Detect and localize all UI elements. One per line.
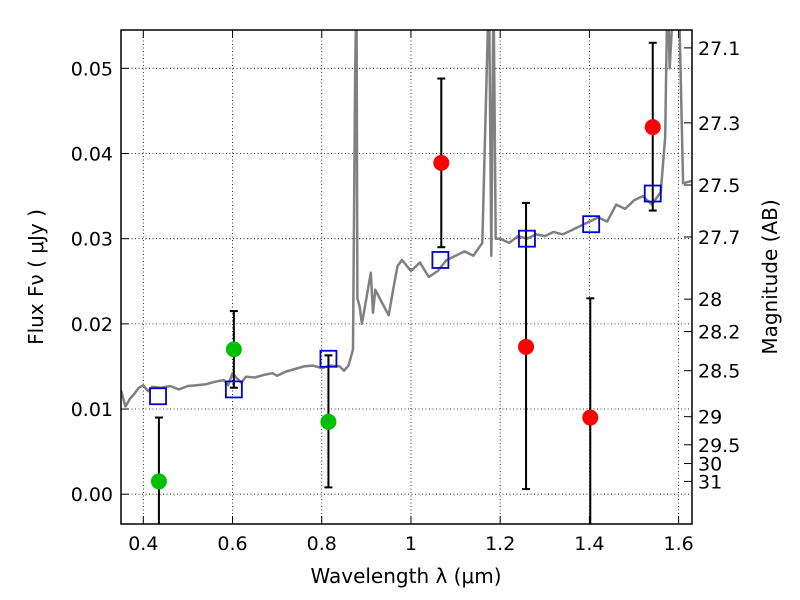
red-data-point	[644, 119, 661, 136]
mag-tick-label: 27.7	[698, 227, 740, 249]
x-tick-label: 1	[405, 533, 417, 555]
plot-frame	[120, 29, 693, 525]
red-data-point	[433, 154, 450, 171]
x-tick-label: 1.4	[574, 533, 604, 555]
y-tick-label: 0.05	[71, 58, 113, 80]
mag-tick-label: 27.1	[698, 38, 740, 60]
mag-tick-label: 30	[698, 454, 722, 476]
x-axis-label: Wavelength λ (μm)	[310, 564, 501, 588]
x-tick-label: 0.8	[307, 533, 337, 555]
photometry-square	[224, 380, 243, 399]
photometry-square	[319, 349, 338, 368]
green-data-point	[225, 341, 242, 358]
photometry-square	[431, 251, 450, 269]
red-data-point	[518, 338, 535, 355]
green-data-point	[150, 473, 167, 490]
x-tick-label: 0.4	[128, 533, 158, 555]
photometry-square	[643, 184, 662, 203]
photometry-square	[582, 215, 601, 234]
mag-tick-label: 29	[698, 407, 722, 429]
mag-tick-label: 31	[698, 471, 722, 493]
photometry-square	[518, 229, 536, 248]
mag-tick-label: 29.5	[698, 435, 740, 457]
red-data-point	[582, 409, 599, 426]
y-tick-label: 0.03	[71, 229, 113, 251]
mag-tick-label: 27.3	[698, 113, 740, 135]
y-tick-label: 0.02	[71, 314, 113, 336]
green-data-point	[320, 413, 337, 430]
mag-tick-label: 27.5	[698, 175, 740, 197]
mag-tick-label: 28.2	[698, 322, 740, 344]
x-tick-label: 0.6	[217, 533, 247, 555]
plot-area	[121, 30, 692, 524]
spectrum-line	[121, 30, 692, 408]
mag-tick-label: 28.5	[698, 361, 740, 383]
right-axis-label: Magnitude (AB)	[758, 199, 782, 354]
y-tick-label: 0.04	[71, 144, 113, 166]
y-tick-label: 0.00	[71, 484, 113, 506]
mag-tick-label: 28	[698, 289, 722, 311]
x-tick-label: 1.6	[664, 533, 694, 555]
y-tick-label: 0.01	[71, 399, 113, 421]
grid-lines	[121, 30, 692, 524]
y-axis-label: Flux Fν ( μJy )	[24, 209, 48, 345]
axis-ticks: 0.4 0.6 0.8 1 1.2 1.4 1.6 0.00 0.01 0.02 0.03 0.04 0…	[71, 30, 740, 555]
photometry-square	[149, 387, 167, 406]
x-tick-label: 1.2	[485, 533, 515, 555]
